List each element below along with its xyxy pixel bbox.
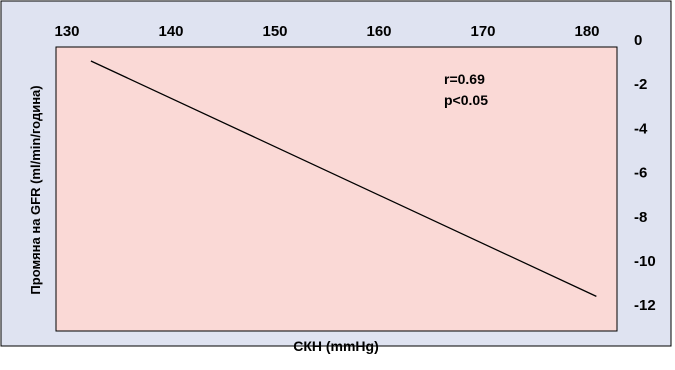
y-axis-title: Промяна на GFR (ml/min/година)	[28, 85, 43, 294]
y-tick-label: -8	[634, 209, 647, 226]
x-tick-label: 170	[470, 23, 495, 40]
plot-area	[55, 46, 618, 332]
series-layer	[90, 60, 597, 297]
x-tick-label: 160	[366, 23, 391, 40]
regression-line	[90, 60, 597, 297]
x-tick-label: 130	[54, 23, 79, 40]
x-axis-ticks: 130 140 150 160 170 180	[54, 23, 599, 40]
x-tick-label: 140	[158, 23, 183, 40]
x-axis-title: СКН (mmHg)	[293, 338, 379, 354]
y-axis-ticks: 0 -2 -4 -6 -8 -10 -12	[634, 32, 656, 314]
annotation-r: r=0.69	[444, 71, 485, 87]
y-tick-label: -2	[634, 76, 647, 93]
y-tick-label: -6	[634, 165, 647, 182]
y-tick-label: -10	[634, 253, 656, 270]
annotation-p: p<0.05	[444, 92, 488, 108]
y-tick-label: -4	[634, 120, 648, 137]
x-tick-label: 180	[574, 23, 599, 40]
x-tick-label: 150	[262, 23, 287, 40]
y-tick-label: -12	[634, 297, 656, 314]
y-tick-label: 0	[634, 32, 642, 49]
